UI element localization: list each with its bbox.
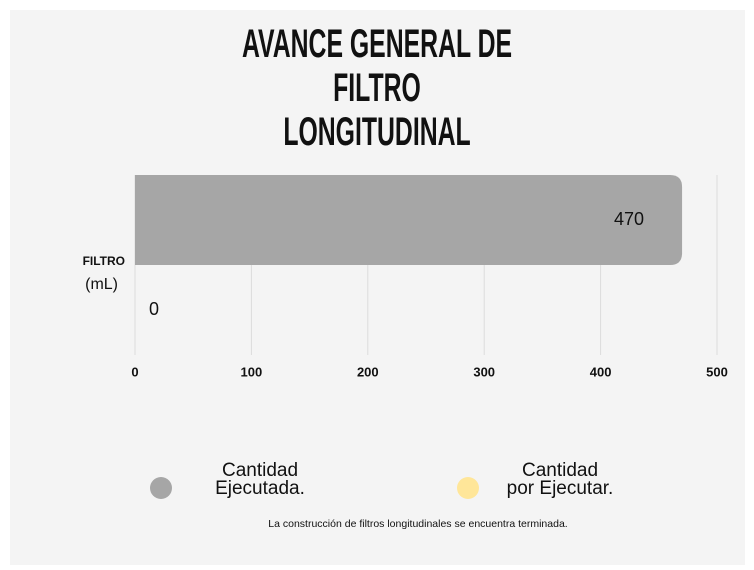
bar xyxy=(135,175,683,265)
value-label: 470 xyxy=(614,209,644,229)
category-label: FILTRO xyxy=(83,254,125,268)
legend-marker xyxy=(150,477,172,499)
x-tick-label: 400 xyxy=(590,364,612,379)
chart-panel xyxy=(10,10,745,565)
x-tick-label: 200 xyxy=(357,364,379,379)
legend-label: Cantidad por Ejecutar. xyxy=(506,460,614,499)
category-unit: (mL) xyxy=(85,276,118,293)
note: La construcción de filtros longitudinale… xyxy=(268,518,567,530)
value-label: 0 xyxy=(149,299,159,319)
legend-marker xyxy=(457,477,479,499)
x-tick-label: 100 xyxy=(241,364,263,379)
x-tick-label: 300 xyxy=(473,364,495,379)
x-tick-label: 500 xyxy=(706,364,728,379)
x-tick-label: 0 xyxy=(131,364,138,379)
chart-title: AVANCE GENERAL DE FILTRO LONGITUDINAL xyxy=(241,22,513,154)
legend-label: Cantidad Ejecutada. xyxy=(215,460,305,499)
